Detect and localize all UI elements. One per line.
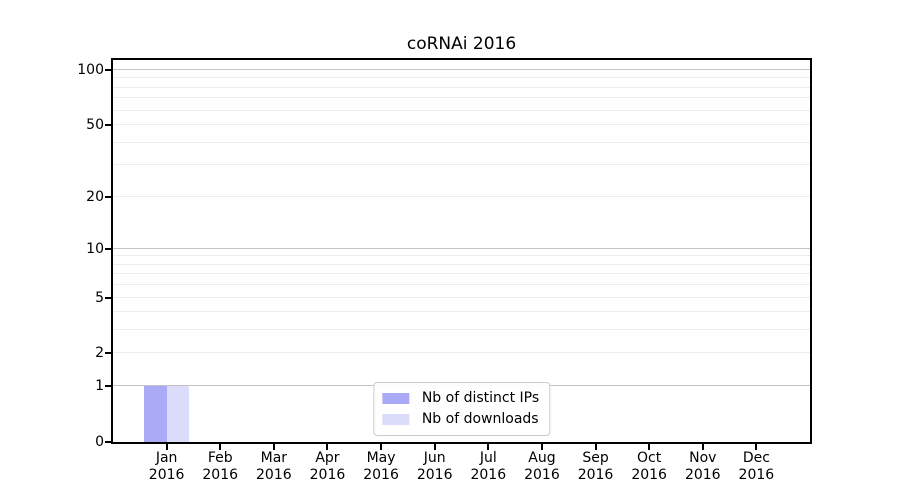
gridline-y-20	[113, 195, 810, 197]
y-tick-20	[105, 195, 113, 198]
gridline-y-60	[113, 109, 810, 111]
y-tick-5	[105, 296, 113, 299]
y-tick-100	[105, 69, 113, 71]
gridline-y-7	[113, 273, 810, 275]
legend-label-downloads: Nb of downloads	[421, 411, 539, 427]
x-tick-dec	[755, 442, 758, 450]
gridline-y-4	[113, 311, 810, 313]
legend-entry-downloads: Nb of downloads	[381, 409, 539, 430]
x-tick-aug	[540, 442, 543, 450]
x-tick-label-apr: Apr 2016	[309, 450, 346, 483]
y-tick-label-20: 20	[86, 188, 104, 205]
gridline-y-40	[113, 141, 810, 143]
y-tick-2	[105, 352, 113, 355]
x-tick-label-nov: Nov 2016	[684, 450, 721, 483]
x-tick-oct	[648, 442, 651, 450]
x-tick-jan	[165, 442, 168, 450]
y-tick-50	[105, 124, 113, 127]
x-tick-may	[380, 442, 383, 450]
x-tick-sep	[594, 442, 597, 450]
y-tick-label-0: 0	[95, 434, 104, 450]
x-tick-jul	[487, 442, 490, 450]
y-tick-label-50: 50	[86, 117, 104, 134]
y-tick-label-2: 2	[95, 345, 104, 362]
x-tick-apr	[326, 442, 329, 450]
legend-swatch-distinct-ips	[381, 393, 409, 404]
x-tick-label-feb: Feb 2016	[202, 450, 239, 483]
y-tick-label-10: 10	[86, 240, 104, 257]
x-tick-label-jan: Jan 2016	[148, 450, 185, 483]
x-tick-label-sep: Sep 2016	[577, 450, 614, 483]
y-tick-1	[105, 385, 113, 388]
y-tick-label-5: 5	[95, 289, 104, 306]
y-tick-label-100: 100	[77, 62, 104, 78]
x-tick-label-dec: Dec 2016	[738, 450, 775, 483]
legend: Nb of distinct IPs Nb of downloads	[372, 382, 551, 436]
gridline-y-80	[113, 86, 810, 88]
legend-label-distinct-ips: Nb of distinct IPs	[421, 390, 540, 406]
gridline-y-6	[113, 284, 810, 286]
chart-title: coRNAi 2016	[406, 34, 517, 54]
x-tick-label-aug: Aug 2016	[524, 450, 560, 483]
gridline-y-5	[113, 296, 810, 298]
plot-area: 0 1 2 5 10 20 50 100 Jan 2016 Feb 2016 Mar 2016 Apr 20…	[77, 58, 812, 483]
x-tick-mar	[272, 442, 275, 450]
gridline-y-9	[113, 255, 810, 257]
gridline-y-100	[113, 69, 810, 70]
gridline-y-50	[113, 124, 810, 126]
bar-jan-series-0	[144, 386, 167, 442]
gridline-y-3	[113, 329, 810, 331]
gridline-y-70	[113, 97, 810, 99]
x-tick-label-may: May 2016	[363, 450, 399, 483]
gridline-y-8	[113, 263, 810, 265]
legend-entry-distinct-ips: Nb of distinct IPs	[381, 388, 540, 409]
legend-swatch-downloads	[381, 414, 409, 425]
gridline-y-90	[113, 77, 810, 79]
x-tick-label-mar: Mar 2016	[256, 450, 292, 483]
x-tick-nov	[701, 442, 704, 450]
gridline-y-30	[113, 164, 810, 166]
x-tick-label-jul: Jul 2016	[470, 450, 507, 483]
x-tick-feb	[219, 442, 222, 450]
x-tick-label-oct: Oct 2016	[631, 450, 667, 483]
y-tick-10	[105, 247, 113, 250]
y-tick-label-1: 1	[95, 378, 104, 395]
gridline-y-10	[113, 247, 810, 249]
x-tick-jun	[433, 442, 436, 450]
gridline-y-2	[113, 352, 810, 354]
bar-jan-series-1	[166, 386, 190, 442]
x-tick-label-jun: Jun 2016	[416, 450, 453, 483]
y-tick-0	[105, 441, 113, 443]
